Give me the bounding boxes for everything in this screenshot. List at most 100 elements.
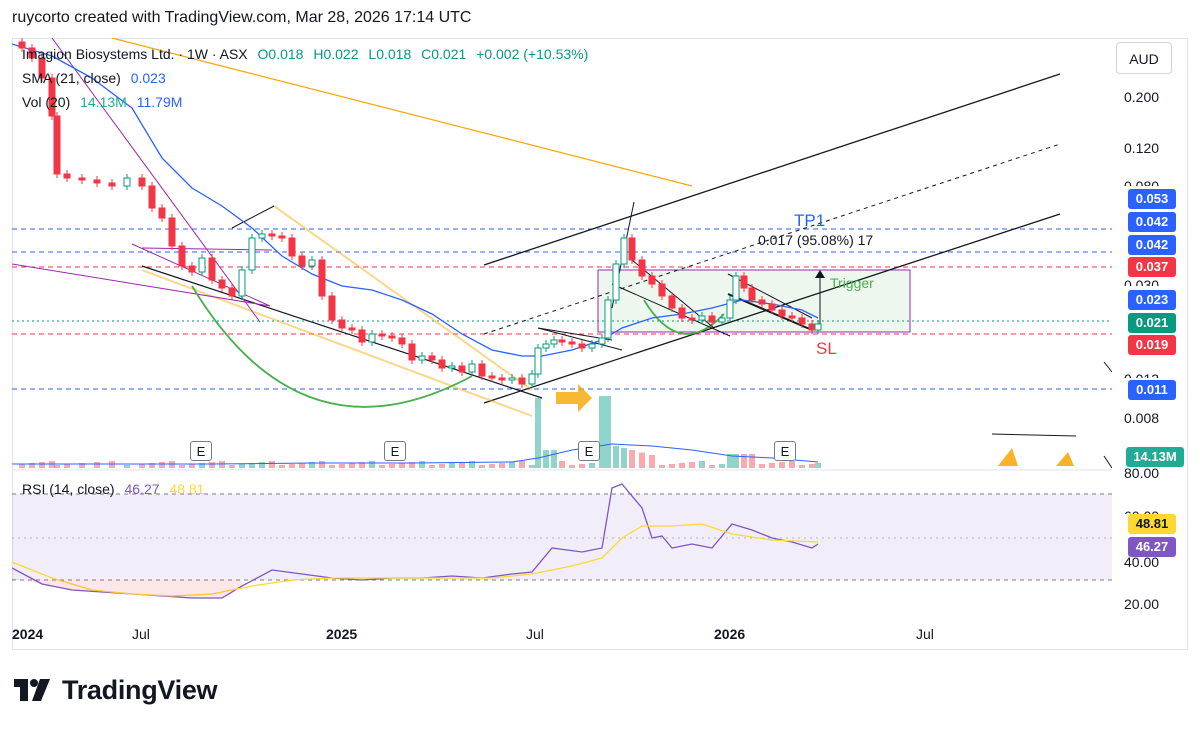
earnings-badge-1[interactable]: E (190, 441, 212, 461)
candle-body (398, 337, 406, 345)
purple-line-c (131, 243, 271, 307)
candle-body (308, 259, 316, 267)
price-label-0120: 0.120 (1124, 140, 1160, 156)
time-label-2026: 2026 (714, 626, 745, 642)
symbol-name[interactable]: Imagion Biosystems Ltd. · 1W · ASX (22, 46, 248, 62)
candle-body (708, 315, 716, 323)
legend-sma-row[interactable]: SMA (21, close) 0.023 (22, 70, 172, 86)
wedge-r8 (231, 205, 275, 229)
volume-bar (535, 398, 541, 468)
candle-body (528, 373, 536, 385)
rsi-ma-line (12, 523, 819, 597)
price-tag-0021: 0.021 (1128, 313, 1176, 333)
price-chart[interactable]: TP1 0.017 (95.08%) 17 Trigger SL 2024 Ju… (12, 38, 1112, 650)
tradingview-logo[interactable]: TradingView (14, 672, 218, 708)
price-label-0030: 0.030 (1124, 277, 1160, 286)
candle-body (158, 207, 166, 219)
edge-mark-2 (1103, 361, 1112, 373)
time-label-jul-2: Jul (526, 626, 544, 642)
volume-bar (629, 450, 635, 468)
volume-bar (815, 463, 821, 468)
volume-bar (339, 464, 345, 468)
ohlc-change: +0.002 (+10.53%) (476, 46, 589, 62)
candle-body (508, 377, 516, 381)
candle-body (768, 303, 776, 311)
volume-bar (689, 462, 695, 468)
candle-body (258, 233, 266, 239)
volume-bar (733, 454, 739, 468)
currency-button[interactable]: AUD (1116, 42, 1172, 74)
orange-wedge-top (273, 205, 533, 391)
price-tag-0037: 0.037 (1128, 257, 1176, 277)
candle-body (604, 299, 612, 339)
volume-bar (529, 465, 535, 468)
measure-label: 0.017 (95.08%) 17 (758, 232, 873, 248)
candle-body (478, 363, 486, 377)
candle-body (318, 259, 326, 297)
candle-body (558, 339, 566, 343)
vol-label: Vol (20) (22, 94, 71, 110)
ohlc-low: L0.018 (368, 46, 412, 62)
vol-value-1: 14.13M (80, 94, 127, 110)
chart-frame[interactable] (12, 38, 1188, 650)
volume-bar (79, 463, 85, 468)
volume-bar (279, 465, 285, 468)
price-label-0008: 0.008 (1124, 410, 1160, 426)
tp1-label: TP1 (794, 211, 825, 230)
volume-bar (559, 461, 565, 468)
candle-body (208, 257, 216, 281)
volume-bar (639, 452, 645, 468)
volume-bar (769, 463, 775, 468)
orange-wedge-bottom (141, 269, 533, 417)
volume-bar (239, 464, 245, 468)
edge-mark-1 (991, 433, 1077, 437)
candle-body (198, 257, 206, 273)
earnings-badge-4[interactable]: E (774, 441, 796, 461)
volume-bar (789, 461, 795, 468)
price-tag-0053: 0.053 (1128, 189, 1176, 209)
rsi-tag: 46.27 (1128, 537, 1176, 557)
candle-body (123, 177, 131, 187)
candle-body (628, 237, 636, 261)
volume-bar (389, 464, 395, 468)
volume-bar (54, 465, 60, 468)
volume-bar (149, 463, 155, 468)
volume-bar (727, 454, 733, 468)
volume-bar (499, 463, 505, 468)
candle-body (328, 295, 336, 321)
candle-body (518, 377, 526, 385)
rsi-label: RSI (14, close) (22, 481, 115, 497)
candle-body (278, 235, 286, 239)
legend-symbol-row[interactable]: Imagion Biosystems Ltd. · 1W · ASX O0.01… (22, 46, 594, 62)
volume-bar (599, 396, 605, 468)
volume-bar (605, 396, 611, 468)
candle-body (534, 347, 542, 375)
orange-downtrend (111, 38, 693, 187)
volume-bar (659, 465, 665, 468)
candle-body (38, 57, 46, 79)
price-tag-0042a: 0.042 (1128, 212, 1176, 232)
tradingview-logo-icon (14, 679, 50, 701)
legend-rsi-row[interactable]: RSI (14, close) 46.27 48.81 (22, 481, 210, 497)
volume-bar (799, 465, 805, 468)
volume-bar (299, 463, 305, 468)
candle-body (188, 265, 196, 273)
time-label-2024: 2024 (12, 626, 43, 642)
volume-bar (189, 464, 195, 468)
orange-triangle-2 (1056, 452, 1074, 466)
candle-body (748, 287, 756, 301)
volume-bar (64, 464, 70, 468)
earnings-badge-3[interactable]: E (578, 441, 600, 461)
volume-bar (259, 462, 265, 468)
volume-bar (709, 465, 715, 468)
earnings-badge-2[interactable]: E (384, 441, 406, 461)
candle-body (648, 275, 656, 285)
volume-bar (569, 465, 575, 468)
ohlc-high: H0.022 (313, 46, 359, 62)
candle-body (288, 237, 296, 257)
candle-body (740, 275, 748, 289)
legend-vol-row[interactable]: Vol (20) 14.13M 11.79M (22, 94, 188, 110)
candle-body (93, 179, 101, 184)
rsi-label-80: 80.00 (1124, 465, 1160, 481)
candle-body (678, 307, 686, 319)
